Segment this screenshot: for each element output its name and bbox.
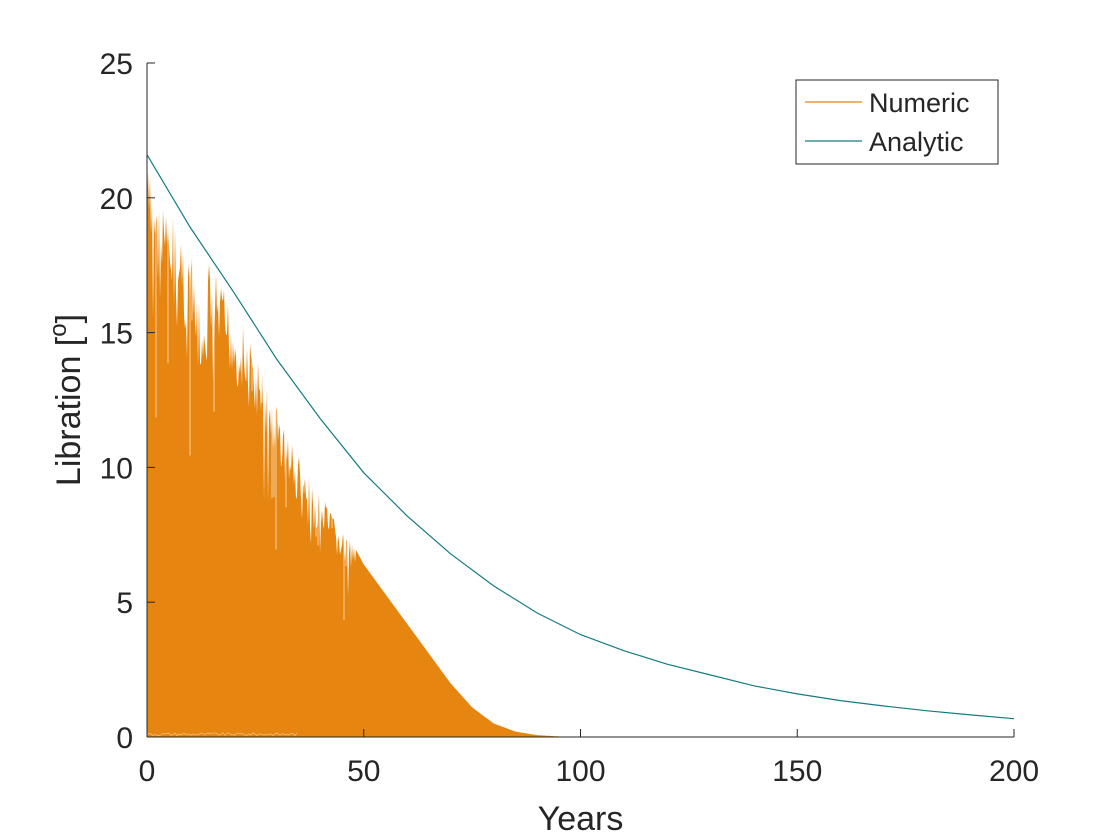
x-axis-label: Years [538, 800, 624, 838]
y-tick-label: 0 [116, 722, 133, 755]
y-axis-ticks: 0 5 10 15 20 25 [100, 48, 155, 755]
y-tick-label: 25 [100, 48, 133, 81]
x-tick-label: 100 [555, 755, 605, 788]
numeric-baseline [146, 732, 298, 737]
legend-box [795, 79, 999, 165]
numeric-series-band [147, 171, 1014, 738]
x-tick-label: 50 [347, 755, 380, 788]
y-axis-label-superscript: o [45, 323, 72, 336]
y-axis-label-suffix: ] [50, 314, 88, 323]
y-axis-label: Libration [o] [45, 314, 88, 486]
legend-label-numeric: Numeric [869, 88, 970, 118]
y-tick-label: 15 [100, 318, 133, 351]
x-tick-label: 0 [139, 755, 156, 788]
legend-label-analytic: Analytic [869, 127, 964, 157]
numeric-series-oscillation [146, 166, 347, 737]
y-tick-label: 5 [116, 587, 133, 620]
analytic-series-line [146, 154, 1015, 720]
x-tick-label: 150 [772, 755, 822, 788]
legend: Numeric Analytic [795, 79, 999, 165]
y-tick-label: 10 [100, 452, 133, 485]
x-axis-ticks: 0 50 100 150 200 [139, 729, 1039, 788]
y-axis-label-main: Libration [ [50, 336, 88, 486]
x-tick-label: 200 [989, 755, 1039, 788]
y-tick-label: 20 [100, 183, 133, 216]
